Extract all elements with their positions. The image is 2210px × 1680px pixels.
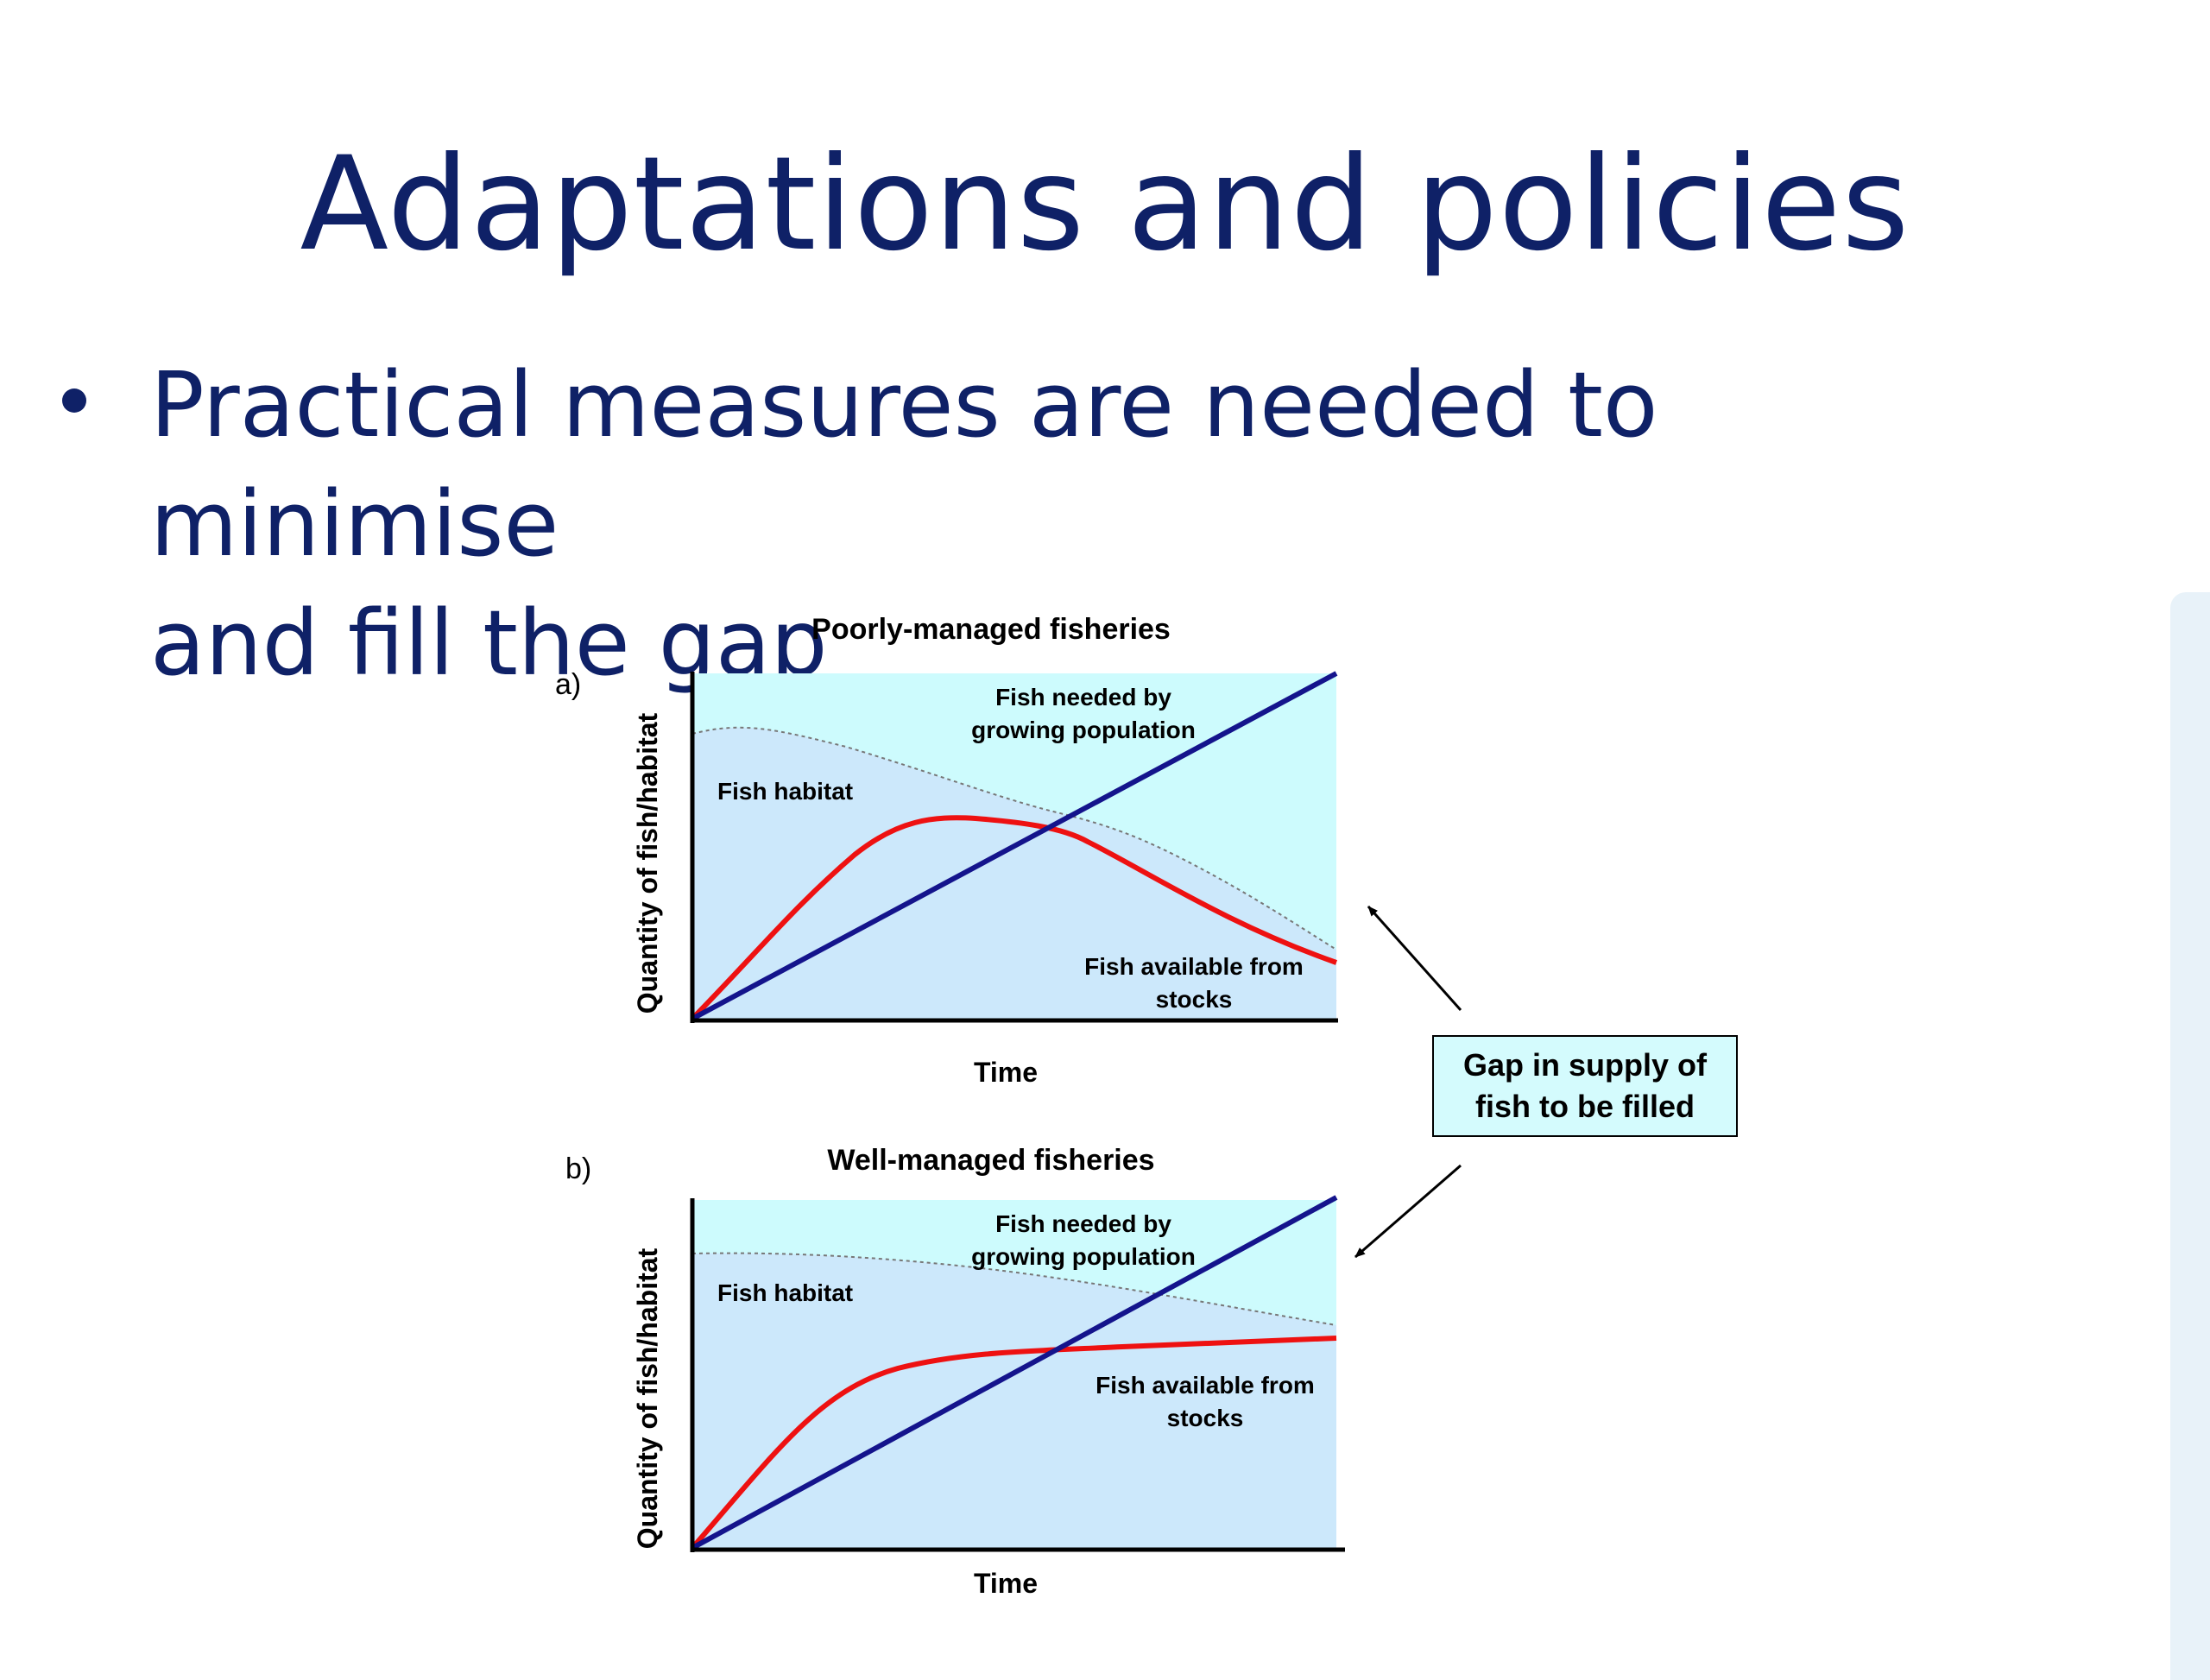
bullet-line-1: Practical measures are needed to minimis… <box>150 352 1658 577</box>
panel-b-habitat-label: Fish habitat <box>717 1279 853 1306</box>
panel-b-letter: b) <box>565 1153 591 1185</box>
arrow-to-panel-b <box>1354 1164 1462 1259</box>
panel-b-habitat-area <box>692 1253 1336 1548</box>
panel-a-habitat-label: Fish habitat <box>717 778 853 805</box>
gap-callout-line2: fish to be filled <box>1475 1089 1695 1124</box>
gap-callout-line1: Gap in supply of <box>1463 1047 1708 1083</box>
panel-b-available-stocks-line <box>690 1336 1337 1550</box>
panel-a: Poorly-managed fisheries a) Time Quantit… <box>555 613 1338 1088</box>
gap-callout: Gap in supply of fish to be filled <box>1354 906 1738 1259</box>
panel-b-needed-label-line1: Fish needed by <box>995 1210 1171 1237</box>
panel-a-needed-label-line2: growing population <box>971 717 1196 743</box>
panel-a-y-label: Quantity of fish/habitat <box>632 712 663 1014</box>
panel-a-title: Poorly-managed fisheries <box>811 613 1171 646</box>
panel-a-available-label-line1: Fish available from <box>1084 953 1304 980</box>
panel-b-x-label: Time <box>974 1568 1038 1599</box>
panel-a-habitat-area <box>692 727 1336 1019</box>
panel-b: Well-managed fisheries b) Time Quantity … <box>565 1144 1345 1599</box>
slide-title: Adaptations and policies <box>300 129 1910 280</box>
panel-b-y-label: Quantity of fish/habitat <box>632 1247 663 1549</box>
panel-a-needed-line <box>691 671 1338 1021</box>
panel-a-letter: a) <box>555 668 581 701</box>
panel-b-available-label-line1: Fish available from <box>1096 1372 1315 1399</box>
panel-a-needed-label-line1: Fish needed by <box>995 684 1171 711</box>
panel-a-available-stocks-line <box>690 815 1337 1021</box>
panel-b-available-label-line2: stocks <box>1167 1405 1244 1431</box>
arrow-to-panel-a <box>1367 906 1462 1011</box>
panel-b-title: Well-managed fisheries <box>827 1144 1154 1177</box>
panel-b-needed-line <box>691 1195 1338 1551</box>
panel-a-habitat-curve <box>691 726 1337 951</box>
panel-a-x-label: Time <box>974 1057 1038 1088</box>
panel-b-habitat-curve <box>691 1252 1337 1326</box>
gap-callout-box <box>1432 1035 1738 1137</box>
side-panel-edge <box>2170 592 2210 1680</box>
panel-b-needed-label-line2: growing population <box>971 1243 1196 1270</box>
panel-a-available-label-line2: stocks <box>1156 986 1233 1013</box>
bullet-text: Practical measures are needed to minimis… <box>150 345 1963 703</box>
bullet-icon <box>62 388 86 413</box>
